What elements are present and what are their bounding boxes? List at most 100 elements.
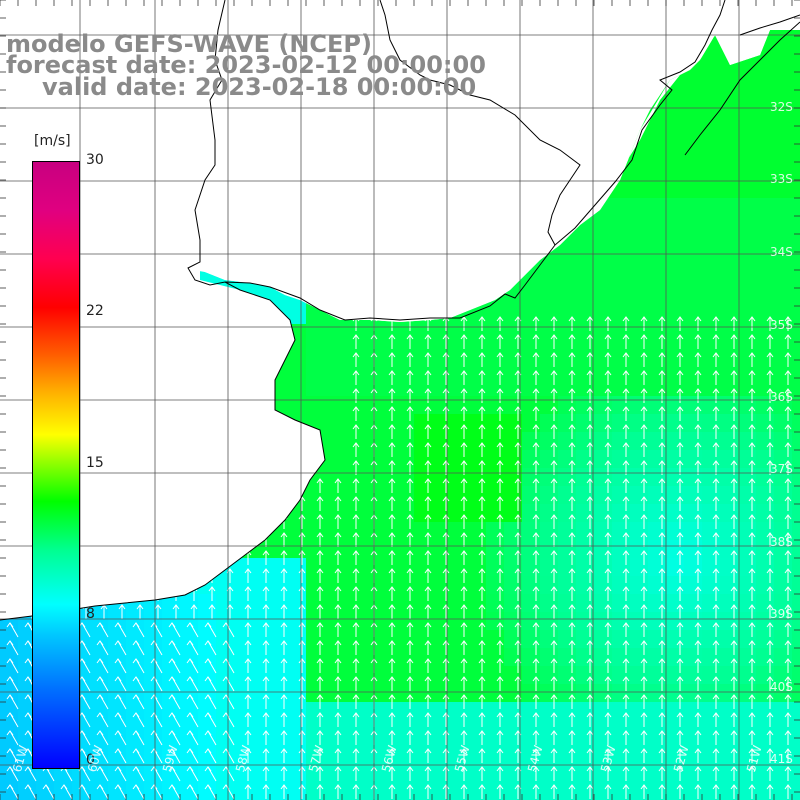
wind-arrow bbox=[352, 424, 360, 439]
field-cell bbox=[360, 684, 379, 703]
wind-arrow bbox=[712, 766, 720, 781]
wind-arrow bbox=[658, 586, 666, 601]
field-cell bbox=[756, 720, 775, 739]
field-cell bbox=[522, 648, 541, 667]
wind-arrow bbox=[204, 784, 217, 800]
wind-arrow bbox=[640, 748, 648, 763]
wind-arrow bbox=[460, 604, 468, 619]
field-cell bbox=[378, 378, 397, 397]
wind-arrow bbox=[550, 550, 558, 565]
field-cell bbox=[414, 720, 433, 739]
field-cell bbox=[522, 612, 541, 631]
field-cell bbox=[666, 180, 685, 199]
wind-arrow bbox=[352, 532, 360, 547]
field-cell bbox=[288, 666, 307, 685]
field-cell bbox=[450, 630, 469, 649]
wind-arrow bbox=[748, 640, 756, 655]
field-cell bbox=[342, 594, 361, 613]
field-cell bbox=[486, 720, 505, 739]
wind-arrow bbox=[640, 550, 648, 565]
wind-arrow bbox=[640, 712, 648, 727]
field-cell bbox=[432, 684, 451, 703]
wind-arrow bbox=[82, 532, 90, 547]
wind-arrow bbox=[586, 766, 594, 781]
field-cell bbox=[648, 792, 667, 800]
wind-arrow bbox=[154, 586, 162, 601]
field-cell bbox=[360, 378, 379, 397]
field-cell bbox=[720, 666, 739, 685]
field-cell bbox=[630, 360, 649, 379]
wind-arrow bbox=[784, 694, 792, 709]
wind-arrow bbox=[712, 694, 720, 709]
field-cell bbox=[612, 774, 631, 793]
field-cell bbox=[414, 360, 433, 379]
field-cell bbox=[468, 342, 487, 361]
wind-arrow bbox=[298, 478, 306, 493]
field-cell bbox=[792, 36, 800, 55]
field-cell bbox=[522, 270, 541, 289]
wind-arrow bbox=[766, 316, 774, 331]
wind-arrow bbox=[6, 712, 19, 728]
field-cell bbox=[306, 612, 325, 631]
field-cell bbox=[792, 468, 800, 487]
field-cell bbox=[612, 414, 631, 433]
field-cell bbox=[342, 774, 361, 793]
field-cell bbox=[792, 324, 800, 343]
wind-arrow bbox=[316, 640, 324, 655]
wind-arrow bbox=[496, 658, 504, 673]
wind-arrow bbox=[82, 496, 90, 511]
field-cell bbox=[486, 504, 505, 523]
field-cell bbox=[558, 612, 577, 631]
wind-arrow bbox=[532, 424, 540, 439]
wind-arrow bbox=[136, 316, 144, 331]
wind-arrow bbox=[244, 532, 252, 547]
wind-arrow bbox=[622, 784, 630, 799]
wind-arrow bbox=[280, 676, 288, 691]
wind-arrow bbox=[550, 442, 558, 457]
field-cell bbox=[414, 630, 433, 649]
wind-arrow bbox=[694, 568, 702, 583]
field-cell bbox=[306, 774, 325, 793]
wind-arrow bbox=[784, 640, 792, 655]
field-cell bbox=[738, 468, 757, 487]
wind-arrow bbox=[352, 694, 360, 709]
field-cell bbox=[252, 684, 271, 703]
wind-arrow bbox=[550, 424, 558, 439]
wind-arrow bbox=[154, 514, 162, 529]
field-cell bbox=[252, 702, 271, 721]
wind-arrow bbox=[24, 784, 37, 800]
field-cell bbox=[378, 558, 397, 577]
wind-arrow bbox=[204, 658, 217, 674]
field-cell bbox=[288, 540, 307, 559]
field-cell bbox=[774, 414, 793, 433]
field-cell bbox=[144, 612, 163, 631]
wind-arrow bbox=[100, 370, 108, 385]
wind-arrow bbox=[604, 784, 612, 799]
wind-arrow bbox=[748, 658, 756, 673]
wind-arrow bbox=[10, 478, 18, 493]
wind-arrow bbox=[460, 496, 468, 511]
wind-arrow bbox=[298, 550, 306, 565]
field-cell bbox=[486, 396, 505, 415]
wind-arrow bbox=[712, 406, 720, 421]
field-cell bbox=[378, 720, 397, 739]
wind-arrow bbox=[568, 694, 576, 709]
wind-arrow bbox=[204, 766, 217, 782]
wind-arrow bbox=[442, 532, 450, 547]
field-cell bbox=[792, 774, 800, 793]
field-cell bbox=[18, 774, 37, 793]
field-cell bbox=[666, 432, 685, 451]
wind-arrow bbox=[388, 586, 396, 601]
field-cell bbox=[558, 666, 577, 685]
latitude-label: 39S bbox=[770, 607, 793, 621]
field-cell bbox=[702, 738, 721, 757]
field-cell bbox=[738, 378, 757, 397]
field-cell bbox=[378, 576, 397, 595]
wind-arrow bbox=[766, 766, 774, 781]
field-cell bbox=[720, 306, 739, 325]
field-cell bbox=[720, 720, 739, 739]
wind-arrow bbox=[352, 496, 360, 511]
field-cell bbox=[648, 648, 667, 667]
wind-arrow bbox=[784, 388, 792, 403]
field-cell bbox=[594, 432, 613, 451]
